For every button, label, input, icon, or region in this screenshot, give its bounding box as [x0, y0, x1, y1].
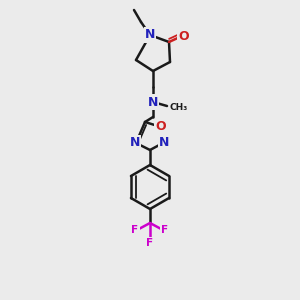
Text: N: N	[148, 95, 158, 109]
Text: F: F	[146, 238, 154, 248]
Text: N: N	[130, 136, 140, 149]
Text: O: O	[156, 121, 166, 134]
Text: F: F	[131, 225, 139, 235]
Text: CH₃: CH₃	[170, 103, 188, 112]
Text: O: O	[179, 29, 189, 43]
Text: N: N	[159, 136, 169, 149]
Text: N: N	[145, 28, 155, 41]
Text: F: F	[161, 225, 169, 235]
